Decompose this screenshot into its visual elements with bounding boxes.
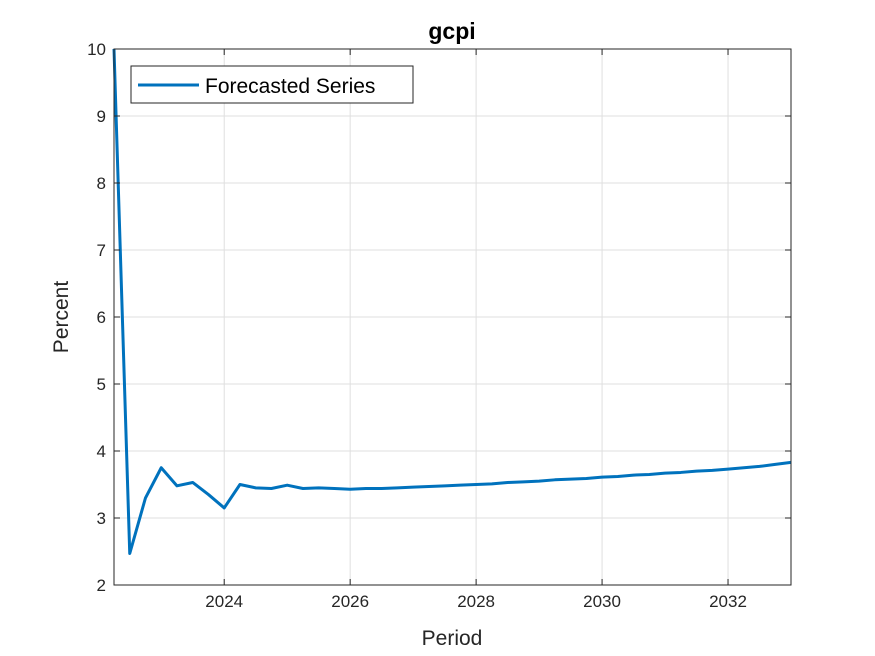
x-axis-label: Period — [422, 627, 483, 650]
series-layer — [112, 48, 792, 556]
grid — [114, 49, 791, 585]
y-tick-label: 5 — [97, 375, 106, 394]
y-axis-label: Percent — [50, 281, 73, 354]
y-tick-label: 9 — [97, 107, 106, 126]
x-tick-label: 2028 — [457, 592, 495, 611]
x-tick-label: 2030 — [583, 592, 621, 611]
y-tick-label: 7 — [97, 241, 106, 260]
x-tick-label: 2032 — [709, 592, 747, 611]
y-tick-label: 3 — [97, 509, 106, 528]
y-tick-label: 2 — [97, 576, 106, 595]
x-tick-label: 2026 — [331, 592, 369, 611]
y-tick-label: 10 — [87, 40, 106, 59]
series-line — [112, 48, 792, 556]
ticks: 2024 2026 2028 2030 2032 2 3 4 5 6 7 8 9 10 — [87, 40, 791, 611]
legend-entry: Forecasted Series — [205, 75, 375, 98]
x-tick-label: 2024 — [205, 592, 243, 611]
y-tick-label: 8 — [97, 174, 106, 193]
legend: Forecasted Series — [130, 65, 414, 104]
y-tick-label: 4 — [97, 442, 106, 461]
chart-title: gcpi — [428, 18, 475, 44]
y-tick-label: 6 — [97, 308, 106, 327]
